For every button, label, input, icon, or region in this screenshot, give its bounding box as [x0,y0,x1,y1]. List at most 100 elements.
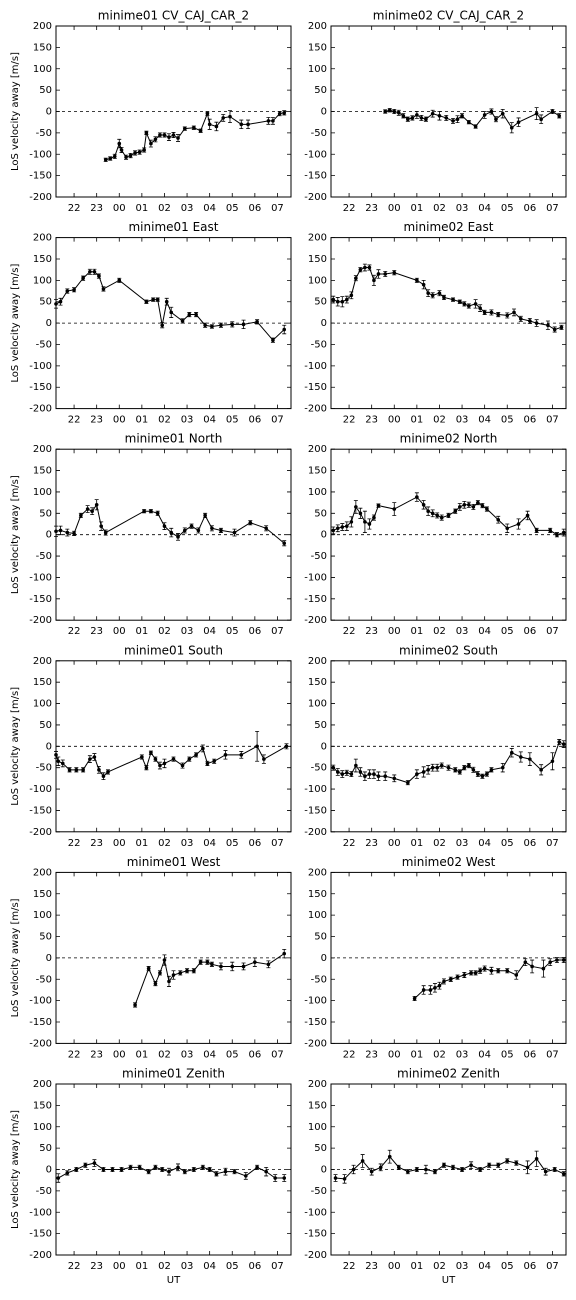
data-point [487,1163,491,1168]
data-point [415,113,419,117]
y-tick-label: 50 [314,508,327,519]
data-point [530,964,534,969]
x-tick-label: 01 [135,415,148,426]
x-tick-label: 04 [478,1261,491,1272]
panel-title: minime02 West [402,855,496,869]
data-point [415,278,419,283]
y-tick-label: -100 [304,149,327,160]
x-tick-label: 05 [226,415,239,426]
x-tick-label: 02 [158,415,171,426]
data-point [187,312,192,317]
data-point [74,1167,79,1172]
data-point [65,530,70,535]
y-tick-label: 200 [308,233,327,244]
data-point [496,517,501,522]
data-point [421,770,426,774]
plot-area [56,660,291,832]
data-point [335,770,340,774]
data-point [460,1167,464,1172]
y-tick-label: 100 [33,487,52,498]
y-tick-label: 200 [33,233,52,244]
x-tick-label: 07 [546,1049,559,1060]
y-tick-label: 200 [33,867,52,878]
y-tick-label: 0 [46,1165,52,1176]
x-tick-label: 22 [68,415,81,426]
data-point [426,509,430,513]
data-point [210,962,214,967]
data-point [241,322,246,327]
data-point [162,761,167,766]
data-point [210,526,214,531]
x-tick-label: 02 [433,838,446,849]
y-tick-label: -150 [304,805,327,816]
data-point [178,971,183,975]
data-point [271,119,275,123]
data-point [149,141,153,146]
data-point [101,1167,106,1172]
data-point [462,502,467,507]
x-tick-label: 23 [365,626,378,637]
data-point [557,740,562,744]
y-axis-label: LoS velocity away [m/s] [10,898,21,1017]
plot-frame [330,871,567,1044]
data-point [101,287,106,291]
data-point [457,505,462,509]
data-point [462,765,467,770]
data-point [476,500,480,505]
data-point [561,958,566,962]
data-point [430,765,435,770]
x-tick-label: 01 [135,1261,148,1272]
data-point [476,772,480,776]
data-point [471,768,476,772]
data-point [97,768,101,772]
data-point [133,151,137,155]
x-tick-label: 00 [388,415,401,426]
data-point [92,755,97,759]
x-tick-label: 22 [343,415,356,426]
data-point [439,763,444,768]
data-point [376,774,381,779]
x-tick-label: 02 [433,1049,446,1060]
data-point [214,124,219,129]
data-point [207,1167,212,1172]
data-point [561,742,566,746]
data-point [194,312,198,317]
y-tick-label: 100 [308,487,327,498]
data-point [442,295,446,300]
x-tick-label: 06 [248,203,261,214]
y-tick-label: 150 [308,677,327,688]
data-point [509,750,514,755]
x-tick-label: 06 [523,203,536,214]
y-tick-label: 0 [321,1165,327,1176]
x-tick-label: 02 [158,1049,171,1060]
x-tick-label: 00 [388,1261,401,1272]
data-point [516,522,521,526]
x-tick-label: 06 [248,415,261,426]
data-point [482,310,487,315]
data-point [112,154,117,159]
data-point [185,968,189,973]
data-point [387,108,392,113]
data-point [437,983,442,988]
y-tick-label: 0 [46,741,52,752]
y-tick-label: 50 [39,85,52,96]
y-tick-label: -200 [29,404,52,415]
data-point [367,265,372,270]
data-point [266,119,271,123]
data-point [331,297,336,302]
y-axis-label: LoS velocity away [m/s] [10,1110,21,1229]
x-tick-label: 01 [135,838,148,849]
x-tick-label: 06 [248,626,261,637]
plot-area [331,872,566,1044]
x-tick-label: 05 [501,1049,514,1060]
data-point [421,988,426,992]
data-point [140,755,144,759]
data-point [505,1159,510,1163]
data-point [516,120,521,124]
y-tick-label: -150 [304,382,327,393]
data-point [467,763,471,768]
x-tick-label: 00 [388,203,401,214]
plot-area [56,872,291,1044]
data-point [354,276,358,281]
y-tick-label: -150 [304,1017,327,1028]
